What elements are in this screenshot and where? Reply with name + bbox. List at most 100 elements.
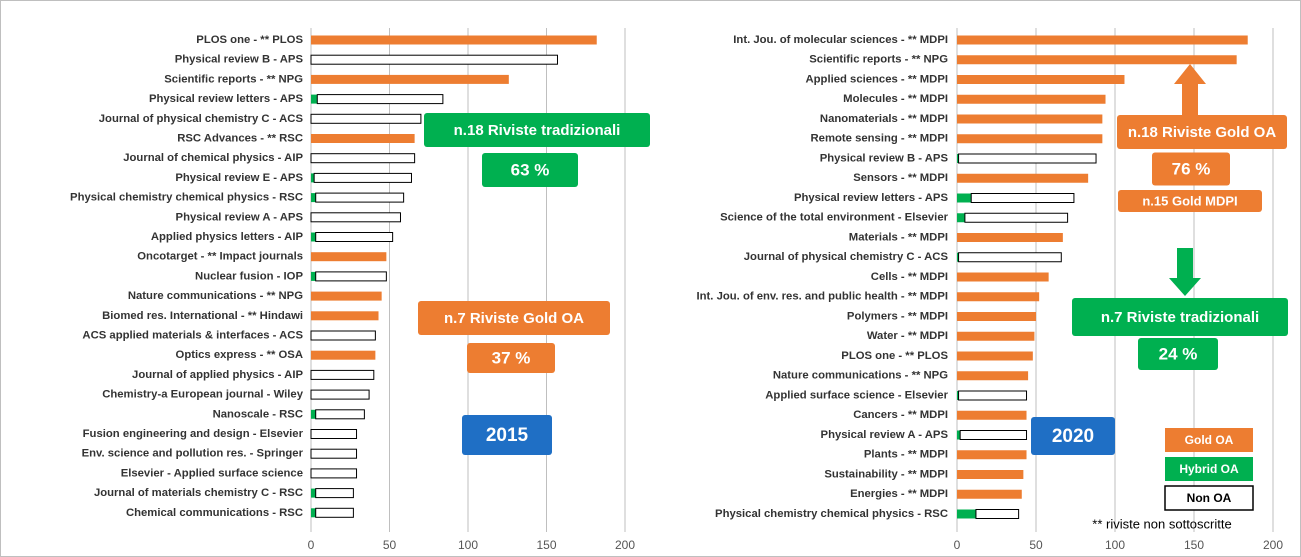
- bar-segment: [311, 508, 316, 518]
- category-label: Applied sciences - ** MDPI: [805, 73, 948, 85]
- bar-segment: [311, 350, 376, 360]
- category-label: Oncotarget - ** Impact journals: [137, 251, 303, 263]
- category-label: Scientific reports - ** NPG: [164, 73, 303, 85]
- bar-segment: [957, 509, 976, 519]
- bar-segment: [957, 35, 1248, 45]
- bar-segment: [957, 94, 1106, 104]
- category-label: Int. Jou. of env. res. and public health…: [697, 291, 949, 303]
- category-label: Nature communications - ** NPG: [773, 370, 948, 382]
- legend-swatch: [1164, 485, 1254, 511]
- category-label: Physical review B - APS: [175, 54, 304, 66]
- category-label: Physical review B - APS: [820, 152, 949, 164]
- category-label: Applied physics letters - AIP: [151, 231, 304, 243]
- legend-label: Gold OA: [1185, 433, 1234, 447]
- legend-swatch: [1165, 428, 1253, 452]
- category-label: Journal of physical chemistry C - ACS: [99, 113, 304, 125]
- bar-segment: [957, 114, 1103, 124]
- annotation: n.7 Riviste Gold OA: [444, 310, 584, 327]
- bar-segment: [959, 430, 1028, 440]
- category-label: Nanoscale - RSC: [213, 408, 303, 420]
- bar-segment: [311, 488, 316, 498]
- x-tick-label: 200: [615, 538, 635, 552]
- bar-segment: [957, 272, 1049, 282]
- bar-segment: [958, 252, 1062, 263]
- bar-segment: [958, 153, 1097, 164]
- bar-segment: [311, 35, 597, 45]
- category-label: Physical review A - APS: [176, 211, 304, 223]
- bar-segment: [311, 409, 316, 419]
- bar-segment: [310, 389, 370, 400]
- annotation-box: [424, 113, 650, 147]
- category-label: Physical review A - APS: [821, 429, 949, 441]
- bar-segment: [958, 390, 1028, 401]
- bar-segment: [957, 351, 1033, 361]
- bar-segment: [975, 509, 1020, 519]
- annotation: 37 %: [492, 348, 531, 367]
- category-label: Sustainability - ** MDPI: [824, 468, 948, 480]
- category-label: Nanomaterials - ** MDPI: [820, 113, 948, 125]
- bar-segment: [957, 489, 1022, 499]
- bar-segment: [970, 193, 1075, 203]
- bar-segment: [311, 173, 315, 183]
- category-label: Journal of materials chemistry C - RSC: [94, 487, 303, 499]
- bar-segment: [316, 94, 444, 105]
- bar-segment: [311, 94, 318, 104]
- category-label: Plants - ** MDPI: [864, 449, 948, 461]
- bar-segment: [957, 55, 1237, 65]
- arrow-down: [1169, 248, 1201, 296]
- annotation-box: [1118, 190, 1262, 212]
- bar-segment: [310, 369, 375, 380]
- category-label: Env. science and pollution res. - Spring…: [82, 448, 304, 460]
- category-label: Polymers - ** MDPI: [847, 310, 948, 322]
- bar-segment: [957, 134, 1103, 144]
- x-tick-label: 100: [1105, 538, 1125, 552]
- legend-label: Non OA: [1187, 491, 1232, 505]
- annotation-box: [1031, 417, 1115, 455]
- category-label: Nuclear fusion - IOP: [195, 270, 303, 282]
- bar-segment: [315, 409, 365, 420]
- bar-segment: [957, 193, 972, 203]
- category-label: Science of the total environment - Elsev…: [720, 212, 948, 224]
- bar-segment: [957, 292, 1040, 302]
- category-label: Molecules - ** MDPI: [843, 93, 948, 105]
- category-label: Energies - ** MDPI: [850, 488, 948, 500]
- legend-swatch: [1165, 457, 1253, 481]
- x-tick-label: 50: [1029, 538, 1043, 552]
- bar-segment: [957, 410, 1027, 420]
- bar-segment: [310, 153, 416, 164]
- bar-segment: [957, 173, 1089, 183]
- bar-segment: [310, 330, 376, 341]
- bar-segment: [311, 291, 382, 301]
- category-label: PLOS one - ** PLOS: [841, 350, 948, 362]
- bar-segment: [310, 54, 558, 65]
- category-label: Biomed res. International - ** Hindawi: [102, 310, 303, 322]
- category-label: ACS applied materials & interfaces - ACS: [82, 329, 303, 341]
- bar-segment: [315, 507, 354, 518]
- annotation-box: [418, 301, 610, 335]
- bar-segment: [957, 233, 1063, 242]
- category-label: Journal of chemical physics - AIP: [123, 152, 303, 164]
- category-label: Physical chemistry chemical physics - RS…: [715, 508, 948, 520]
- bar-segment: [310, 429, 358, 439]
- annotation-box: [467, 343, 555, 373]
- bar-segment: [311, 232, 316, 242]
- category-label: Journal of applied physics - AIP: [132, 369, 303, 381]
- legend-label: Hybrid OA: [1179, 462, 1239, 476]
- bar-segment: [964, 212, 1069, 223]
- annotation-box: [462, 415, 552, 455]
- annotation: n.18 Riviste Gold OA: [1128, 124, 1277, 141]
- category-label: Applied surface science - Elsevier: [765, 389, 948, 401]
- annotation: 24 %: [1159, 344, 1198, 363]
- annotation-box: [482, 153, 578, 187]
- annotation: 76 %: [1172, 159, 1211, 178]
- category-label: Optics express - ** OSA: [176, 349, 303, 361]
- category-label: Physical review letters - APS: [794, 192, 949, 204]
- annotation: n.15 Gold MDPI: [1142, 193, 1237, 208]
- category-label: Sensors - ** MDPI: [853, 172, 948, 184]
- bar-segment: [957, 312, 1036, 321]
- category-label: Physical review letters - APS: [149, 93, 304, 105]
- category-label: Elsevier - Applied surface science: [121, 467, 303, 479]
- annotation-box: [1152, 152, 1230, 186]
- category-label: PLOS one - ** PLOS: [196, 34, 303, 46]
